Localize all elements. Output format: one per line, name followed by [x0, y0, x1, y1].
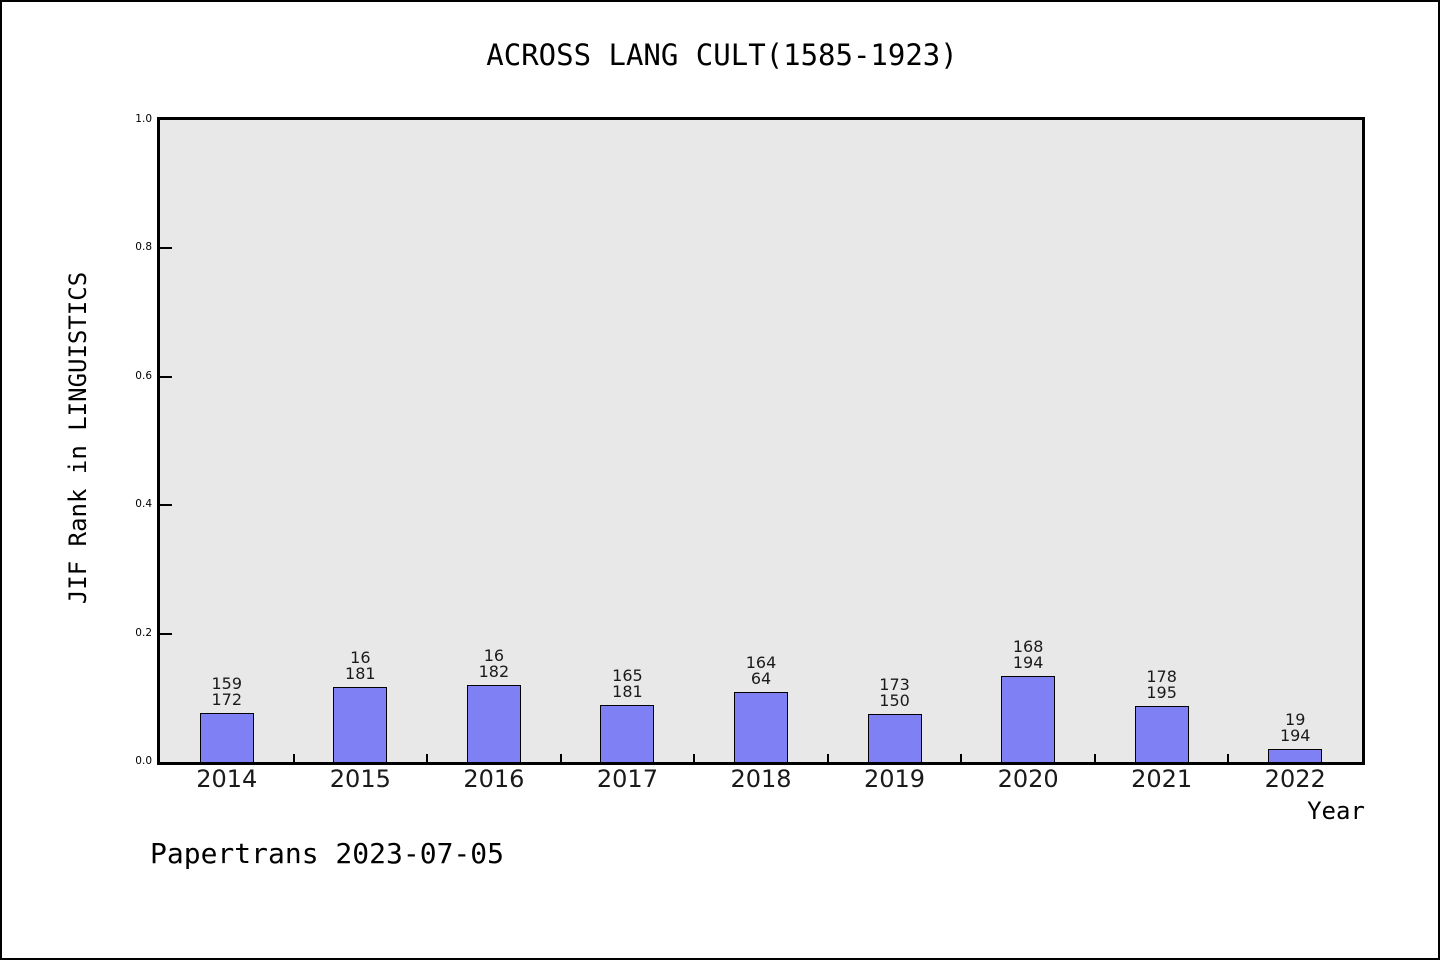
- bar-2022: [1268, 749, 1323, 762]
- bar-value-label-2015: 16 181: [345, 648, 376, 683]
- x-tick-label-2016: 2016: [463, 765, 525, 793]
- y-tick-mark: [160, 375, 172, 378]
- bar-2015: [333, 687, 388, 762]
- x-tick-label-2022: 2022: [1264, 765, 1326, 793]
- y-axis-label-text: JIF Rank in LINGUISTICS: [64, 271, 92, 605]
- x-tick-label-2014: 2014: [196, 765, 258, 793]
- bar-2014: [199, 713, 254, 762]
- x-axis-label: Year: [1307, 797, 1365, 825]
- bar-value-label-2021: 178 195: [1146, 667, 1177, 702]
- x-tick-label-2017: 2017: [596, 765, 658, 793]
- x-tick-mark: [693, 754, 696, 762]
- x-tick-mark: [960, 754, 963, 762]
- x-tick-label-2019: 2019: [864, 765, 926, 793]
- x-tick-label-2015: 2015: [329, 765, 391, 793]
- y-tick-mark: [160, 504, 172, 507]
- x-tick-mark: [292, 754, 295, 762]
- chart-title: ACROSS LANG CULT(1585-1923): [486, 38, 958, 72]
- bar-2016: [466, 685, 521, 762]
- x-tick-mark: [826, 754, 829, 762]
- bar-value-label-2018: 164 64: [745, 653, 777, 688]
- x-tick-label-2021: 2021: [1131, 765, 1193, 793]
- footer-text: Papertrans 2023-07-05: [150, 837, 505, 870]
- y-tick-mark: [160, 247, 172, 250]
- x-tick-mark: [559, 754, 562, 762]
- bar-value-label-2014: 159 172: [211, 674, 243, 709]
- bar-value-label-2022: 19 194: [1279, 710, 1311, 745]
- x-tick-mark: [1093, 754, 1096, 762]
- x-tick-mark: [1227, 754, 1230, 762]
- bar-2020: [1001, 676, 1056, 762]
- bar-value-label-2019: 173 150: [879, 675, 910, 710]
- plot-area: 159 172 16 181 16 182 165 181 164 64 173 150 168 194 1…: [157, 117, 1365, 765]
- bar-value-label-2017: 165 181: [612, 666, 643, 701]
- y-tick-mark: [160, 632, 172, 635]
- y-tick-label-0.2: 0.2: [135, 626, 152, 639]
- y-tick-label-0.6: 0.6: [135, 369, 152, 382]
- y-tick-label-1.0: 1.0: [135, 113, 152, 125]
- bar-2021: [1134, 706, 1189, 762]
- y-tick-label-0.0: 0.0: [135, 755, 152, 767]
- x-tick-mark: [426, 754, 429, 762]
- x-tick-label-2020: 2020: [997, 765, 1059, 793]
- x-tick-label-2018: 2018: [730, 765, 792, 793]
- bar-2019: [867, 714, 922, 762]
- bar-2018: [734, 692, 788, 762]
- y-tick-label-0.4: 0.4: [135, 498, 152, 511]
- y-tick-label-0.8: 0.8: [135, 241, 152, 254]
- bar-value-label-2016: 16 182: [478, 646, 510, 681]
- bar-value-label-2020: 168 194: [1012, 637, 1044, 672]
- bar-2017: [600, 705, 655, 762]
